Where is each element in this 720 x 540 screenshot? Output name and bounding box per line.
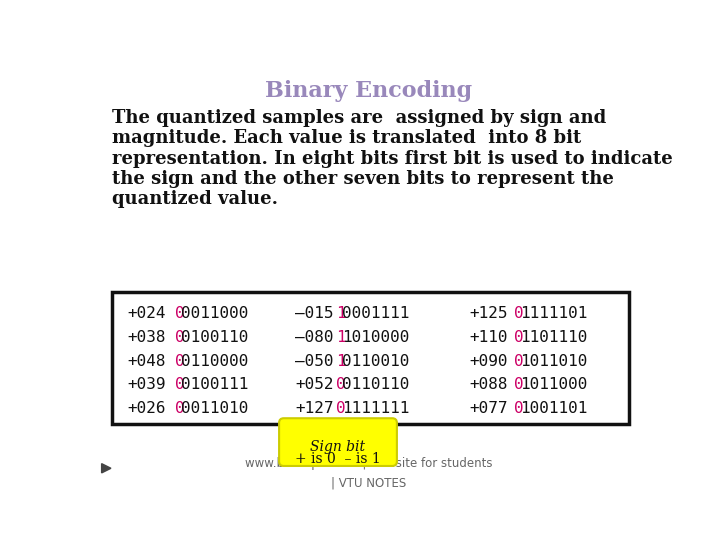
Text: The quantized samples are  assigned by sign and: The quantized samples are assigned by si…: [112, 110, 606, 127]
Text: +052: +052: [295, 377, 334, 393]
Text: the sign and the other seven bits to represent the: the sign and the other seven bits to rep…: [112, 170, 613, 187]
Text: +026: +026: [127, 401, 166, 416]
Polygon shape: [343, 421, 364, 425]
Text: + is 0  – is 1: + is 0 – is 1: [295, 452, 381, 466]
Text: Sign bit: Sign bit: [310, 440, 366, 454]
Text: 1111111: 1111111: [342, 401, 410, 416]
FancyBboxPatch shape: [112, 292, 629, 424]
Text: +125: +125: [469, 306, 508, 321]
Text: +127: +127: [295, 401, 334, 416]
Text: 0: 0: [514, 306, 523, 321]
Text: 0100111: 0100111: [181, 377, 248, 393]
Text: 0: 0: [175, 354, 185, 368]
Text: 0110110: 0110110: [342, 377, 410, 393]
Text: 0: 0: [336, 401, 346, 416]
Text: 1011000: 1011000: [520, 377, 587, 393]
Text: 1: 1: [336, 306, 346, 321]
Text: 0: 0: [175, 377, 185, 393]
Text: +110: +110: [469, 330, 508, 345]
Text: +090: +090: [469, 354, 508, 368]
Text: 1: 1: [336, 330, 346, 345]
Text: +048: +048: [127, 354, 166, 368]
Text: +088: +088: [469, 377, 508, 393]
Text: 0001111: 0001111: [342, 306, 410, 321]
Text: representation. In eight bits first bit is used to indicate: representation. In eight bits first bit …: [112, 150, 672, 167]
Text: 0: 0: [175, 330, 185, 345]
Text: +038: +038: [127, 330, 166, 345]
Text: www.bookspar.com | Website for students
| VTU NOTES: www.bookspar.com | Website for students …: [246, 457, 492, 489]
Polygon shape: [102, 464, 111, 473]
Text: 1001101: 1001101: [520, 401, 587, 416]
Text: –015: –015: [295, 306, 334, 321]
Text: 1010000: 1010000: [342, 330, 410, 345]
Text: 0110010: 0110010: [342, 354, 410, 368]
Text: 0100110: 0100110: [181, 330, 248, 345]
Text: 1101110: 1101110: [520, 330, 587, 345]
Text: +024: +024: [127, 306, 166, 321]
Text: 0: 0: [175, 306, 185, 321]
FancyBboxPatch shape: [279, 418, 397, 466]
Text: 1011010: 1011010: [520, 354, 587, 368]
Text: 0: 0: [175, 401, 185, 416]
Text: 0011000: 0011000: [181, 306, 248, 321]
Text: magnitude. Each value is translated  into 8 bit: magnitude. Each value is translated into…: [112, 130, 581, 147]
Text: Binary Encoding: Binary Encoding: [266, 80, 472, 102]
Text: +077: +077: [469, 401, 508, 416]
Text: –080: –080: [295, 330, 334, 345]
Text: 0110000: 0110000: [181, 354, 248, 368]
Text: 0: 0: [514, 354, 523, 368]
Text: –050: –050: [295, 354, 334, 368]
Text: 0: 0: [514, 330, 523, 345]
Text: 1: 1: [336, 354, 346, 368]
Text: 0: 0: [514, 401, 523, 416]
Text: quantized value.: quantized value.: [112, 190, 278, 207]
Text: 0011010: 0011010: [181, 401, 248, 416]
Text: 0: 0: [514, 377, 523, 393]
Text: 0: 0: [336, 377, 346, 393]
Text: 1111101: 1111101: [520, 306, 587, 321]
Text: +039: +039: [127, 377, 166, 393]
